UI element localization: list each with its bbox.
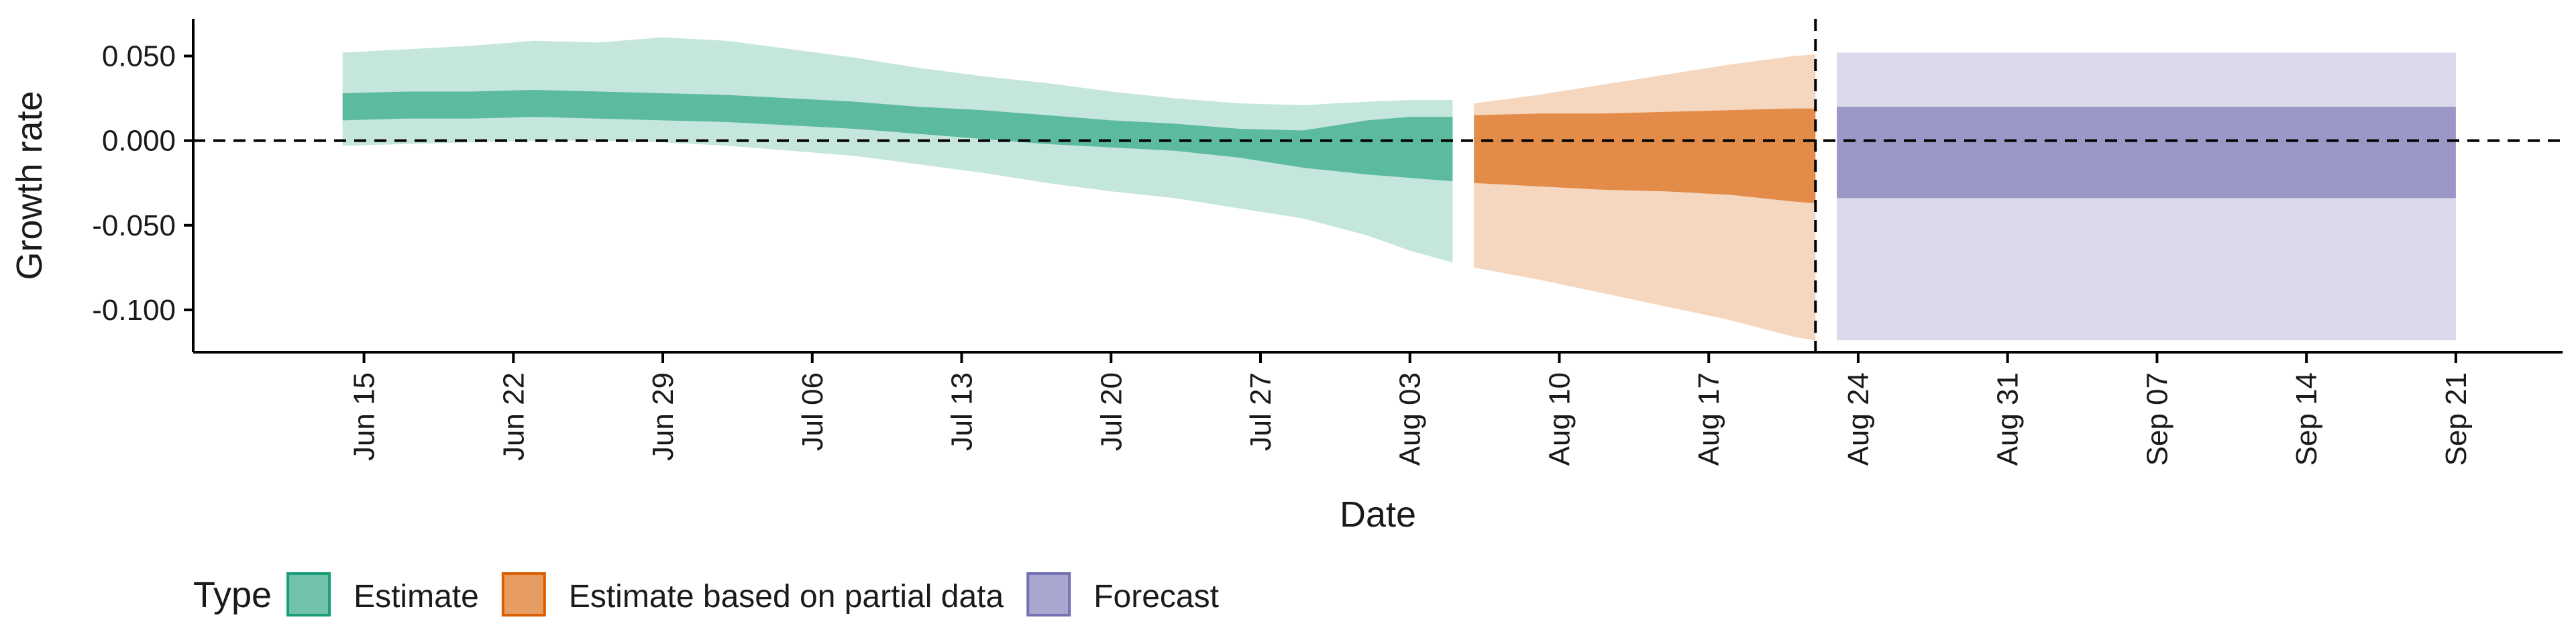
axes-layer: 0.050 0.000 -0.050 -0.100 Jun 15 Jun 22 Jun 29… [9, 19, 2563, 535]
legend-title: Type [193, 575, 272, 615]
estimate-based-on-partial-data-50-band [1474, 108, 1816, 203]
x-axis-title: Date [1340, 494, 1416, 535]
y-tick-label: 0.050 [102, 40, 176, 73]
legend-swatch-estimate-based-on-partial-data [501, 572, 546, 616]
legend: Type Estimate Estimate based on partial da… [193, 572, 1219, 616]
legend-swatch-forecast [1026, 572, 1071, 616]
x-tick-label: Jul 27 [1244, 372, 1277, 451]
x-tick-label: Sep 14 [2290, 372, 2323, 466]
estimate-50-band [342, 90, 1453, 182]
x-tick-label: Aug 31 [1992, 372, 2025, 466]
reference-line-layer [193, 19, 2563, 352]
x-tick-label: Jun 15 [348, 372, 381, 461]
y-tick-label: -0.100 [92, 294, 176, 327]
x-tick-label: Aug 03 [1394, 372, 1427, 466]
y-tick-label: 0.000 [102, 125, 176, 158]
x-tick-label: Aug 10 [1543, 372, 1576, 466]
x-tick-label: Jun 29 [647, 372, 680, 461]
x-tick-label: Jul 06 [796, 372, 829, 451]
forecast-50-band [1837, 107, 2456, 199]
x-tick-label: Jul 20 [1095, 372, 1128, 451]
x-tick-label: Sep 07 [2141, 372, 2174, 466]
band-layer [342, 37, 2456, 341]
legend-swatch-estimate [286, 572, 331, 616]
y-tick-label: -0.050 [92, 209, 176, 242]
x-tick-label: Sep 21 [2440, 372, 2473, 466]
x-tick-label: Aug 24 [1842, 372, 1875, 466]
x-tick-label: Jun 22 [497, 372, 530, 461]
x-tick-label: Jul 13 [946, 372, 979, 451]
legend-label-forecast: Forecast [1093, 579, 1219, 614]
legend-label-estimate: Estimate [354, 579, 479, 614]
legend-label-estimate-based-on-partial-data: Estimate based on partial data [569, 579, 1004, 614]
x-tick-label: Aug 17 [1693, 372, 1725, 466]
y-axis-title: Growth rate [9, 91, 50, 280]
